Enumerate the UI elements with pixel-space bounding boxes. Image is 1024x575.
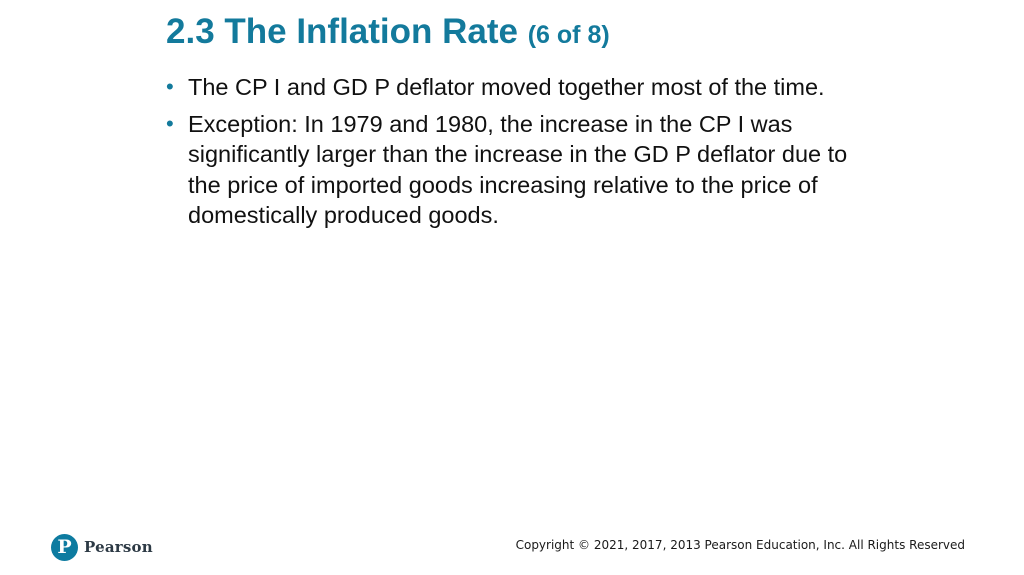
bullet-text: Exception: In 1979 and 1980, the increas… — [188, 110, 848, 229]
bullet-list: • The CP I and GD P deflator moved toget… — [166, 72, 856, 237]
bullet-item: • The CP I and GD P deflator moved toget… — [166, 72, 856, 103]
copyright-notice: Copyright © 2021, 2017, 2013 Pearson Edu… — [515, 538, 965, 552]
slide-title: 2.3 The Inflation Rate (6 of 8) — [166, 8, 610, 59]
bullet-item: • Exception: In 1979 and 1980, the incre… — [166, 109, 856, 231]
bullet-text: The CP I and GD P deflator moved togethe… — [188, 74, 825, 100]
pearson-logo-icon: P — [51, 533, 78, 561]
bullet-marker-icon: • — [166, 110, 174, 136]
pearson-logo: P Pearson — [51, 533, 153, 561]
bullet-marker-icon: • — [166, 74, 174, 99]
slide-title-text: 2.3 The Inflation Rate — [166, 12, 518, 51]
pearson-logo-text: Pearson — [84, 538, 153, 556]
slide-counter: (6 of 8) — [527, 21, 610, 49]
